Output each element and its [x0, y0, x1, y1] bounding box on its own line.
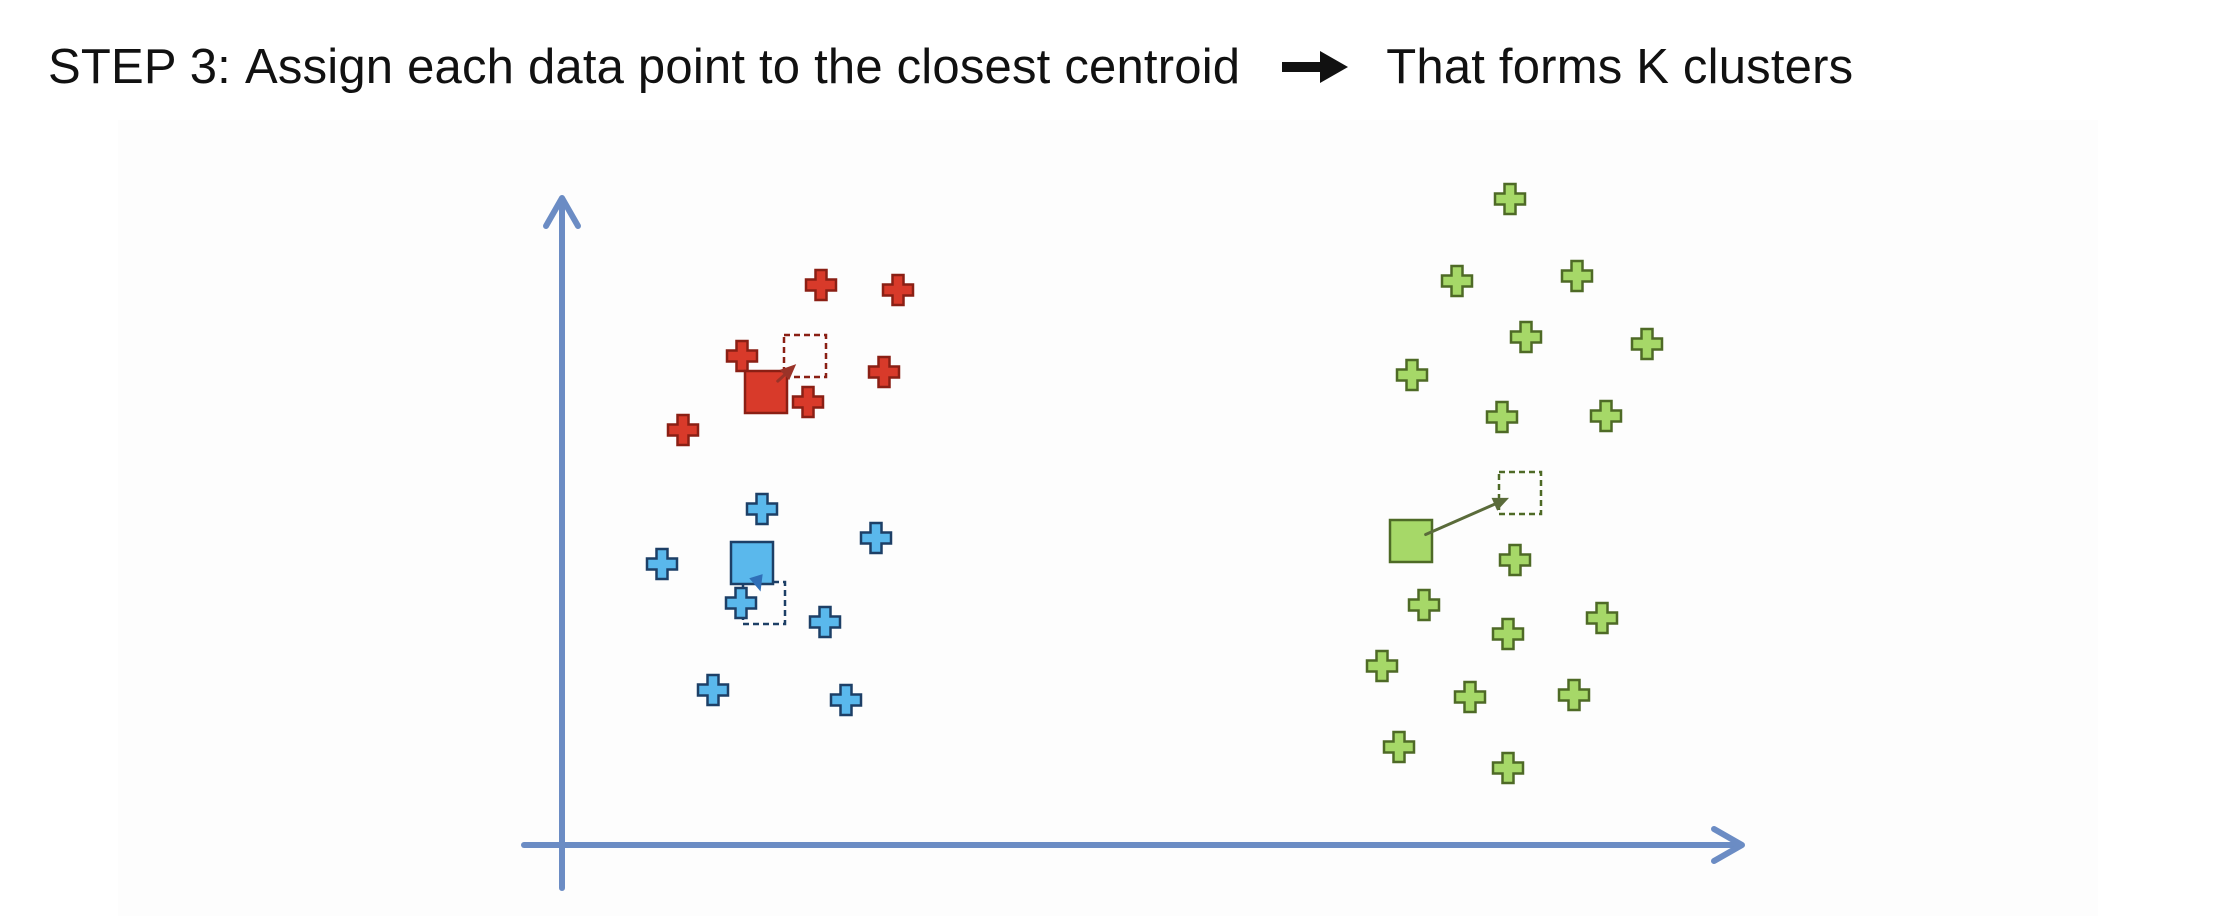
centroid-red — [743, 369, 789, 415]
data-point-blue — [829, 683, 863, 717]
data-point-red — [725, 339, 759, 373]
data-point-red — [804, 268, 838, 302]
y-axis — [543, 195, 581, 891]
data-point-blue — [724, 586, 758, 620]
plot-background — [118, 120, 2098, 916]
data-point-green — [1498, 543, 1532, 577]
data-point-blue — [696, 673, 730, 707]
data-point-green — [1365, 649, 1399, 683]
data-point-green — [1382, 730, 1416, 764]
data-point-blue — [808, 605, 842, 639]
data-point-green — [1493, 182, 1527, 216]
data-point-red — [666, 413, 700, 447]
cluster-blue — [645, 492, 893, 717]
clusters — [645, 182, 1664, 785]
heavy-right-arrow-icon — [1282, 51, 1349, 83]
cluster-green — [1365, 182, 1664, 785]
data-point-red — [791, 385, 825, 419]
data-point-blue — [645, 547, 679, 581]
data-point-green — [1630, 327, 1664, 361]
axes — [521, 195, 1745, 891]
data-point-green — [1491, 751, 1525, 785]
step-description: Assign each data point to the closest ce… — [244, 40, 1241, 94]
centroid-shift-arrow-green — [1424, 497, 1510, 537]
data-point-green — [1453, 680, 1487, 714]
step-result: That forms K clusters — [1386, 40, 1854, 94]
new-centroid-green — [1497, 470, 1543, 516]
step-label: STEP 3: — [48, 40, 231, 94]
data-point-green — [1440, 264, 1474, 298]
data-point-green — [1560, 259, 1594, 293]
data-point-green — [1407, 588, 1441, 622]
data-point-green — [1395, 358, 1429, 392]
slide-headline: STEP 3: Assign each data point to the cl… — [48, 22, 1853, 112]
centroid-blue — [729, 540, 775, 586]
data-point-green — [1585, 601, 1619, 635]
new-centroid-red — [782, 333, 828, 379]
data-point-red — [867, 355, 901, 389]
data-point-blue — [745, 492, 779, 526]
centroid-shift-arrow-blue — [749, 574, 763, 592]
data-point-red — [881, 273, 915, 307]
data-point-blue — [859, 521, 893, 555]
data-point-green — [1509, 320, 1543, 354]
data-point-green — [1557, 678, 1591, 712]
centroid-green — [1388, 518, 1434, 564]
data-point-green — [1589, 399, 1623, 433]
cluster-red — [666, 268, 915, 447]
data-point-green — [1485, 400, 1519, 434]
x-axis — [521, 826, 1745, 864]
data-point-green — [1491, 617, 1525, 651]
centroid-shift-arrow-red — [776, 364, 797, 383]
